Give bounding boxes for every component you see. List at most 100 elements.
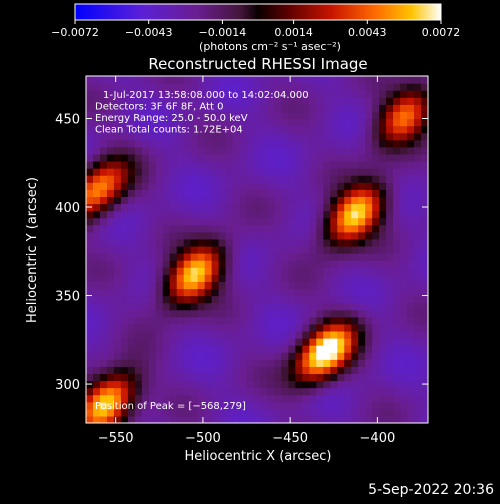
heatmap-cell (113, 210, 122, 219)
heatmap-cell (295, 394, 303, 403)
heatmap-cell (302, 182, 310, 190)
heatmap-cell (197, 146, 206, 155)
heatmap-cell (197, 231, 206, 240)
y-tick-label: 300 (55, 378, 80, 393)
heatmap-cell (281, 217, 290, 226)
heatmap-cell (162, 139, 171, 148)
heatmap-cell (344, 189, 352, 197)
heatmap-cell (253, 387, 262, 396)
heatmap-cell (190, 267, 199, 275)
heatmap-cell (183, 118, 192, 127)
heatmap-cell (281, 302, 290, 311)
heatmap-cell (253, 260, 262, 268)
heatmap-cell (414, 189, 422, 197)
heatmap-cell (190, 83, 199, 91)
heatmap-cell (92, 345, 101, 353)
heatmap-cell (99, 146, 108, 155)
heatmap-cell (155, 338, 164, 346)
heatmap-cell (295, 175, 303, 183)
heatmap-cell (169, 316, 178, 325)
heatmap-cell (274, 168, 283, 176)
heatmap-cell (407, 139, 415, 148)
heatmap-cell (414, 245, 422, 254)
heatmap-cell (134, 245, 143, 254)
heatmap-cell (183, 203, 192, 212)
heatmap-cell (337, 104, 345, 113)
heatmap-cell (204, 302, 213, 311)
heatmap-cell (246, 387, 255, 396)
heatmap-cell (309, 316, 317, 325)
heatmap-cell (316, 281, 324, 290)
heatmap-cell (274, 387, 283, 396)
heatmap-cell (239, 160, 248, 169)
heatmap-cell (351, 125, 359, 134)
heatmap-cell (407, 118, 415, 127)
heatmap-cell (267, 245, 276, 254)
heatmap-cell (379, 189, 387, 197)
colorbar-tick-label: −0.0072 (51, 26, 99, 39)
heatmap-cell (246, 189, 255, 197)
heatmap-cell (197, 387, 206, 396)
heatmap-cell (344, 267, 352, 275)
heatmap-cell (386, 76, 394, 84)
heatmap-cell (351, 203, 359, 212)
heatmap-cell (414, 210, 422, 219)
heatmap-cell (141, 380, 150, 389)
heatmap-cell (414, 146, 422, 155)
heatmap-cell (330, 168, 338, 176)
heatmap-cell (225, 267, 234, 275)
heatmap-cell (288, 401, 296, 410)
heatmap-cell (421, 210, 428, 219)
heatmap-cell (127, 359, 136, 367)
heatmap-cell (400, 373, 408, 382)
heatmap-cell (169, 196, 178, 205)
heatmap-cell (134, 267, 143, 275)
heatmap-cell (246, 309, 255, 318)
heatmap-cell (400, 139, 408, 148)
heatmap-cell (421, 160, 428, 169)
heatmap-cell (407, 160, 415, 169)
heatmap-cell (155, 111, 164, 120)
heatmap-cell (253, 359, 262, 367)
heatmap-cell (134, 168, 143, 176)
heatmap-cell (302, 394, 310, 403)
heatmap-cell (86, 260, 94, 268)
heatmap-cell (316, 408, 324, 417)
heatmap-cell (155, 160, 164, 169)
heatmap-cell (267, 224, 276, 233)
heatmap-cell (197, 139, 206, 148)
heatmap-cell (253, 288, 262, 297)
heatmap-cell (211, 104, 220, 113)
heatmap-cell (309, 338, 317, 346)
heatmap-cell (260, 387, 269, 396)
heatmap-cell (337, 380, 345, 389)
heatmap-cell (407, 210, 415, 219)
heatmap-cell (183, 338, 192, 346)
heatmap-cell (120, 189, 129, 197)
heatmap-cell (232, 309, 241, 318)
heatmap-cell (246, 401, 255, 410)
heatmap-cell (309, 224, 317, 233)
heatmap-cell (225, 274, 234, 282)
heatmap-cell (337, 245, 345, 254)
heatmap-cell (127, 281, 136, 290)
heatmap-cell (183, 366, 192, 375)
heatmap-cell (407, 394, 415, 403)
heatmap-cell (358, 295, 366, 304)
heatmap-cell (400, 125, 408, 134)
heatmap-cell (267, 203, 276, 212)
heatmap-cell (302, 97, 310, 105)
heatmap-cell (316, 345, 324, 353)
heatmap-cell (225, 373, 234, 382)
heatmap-cell (176, 217, 185, 226)
heatmap-cell (155, 330, 164, 339)
heatmap-cell (274, 373, 283, 382)
heatmap-cell (113, 330, 122, 339)
plot-frame (85, 75, 429, 424)
heatmap-cell (274, 330, 283, 339)
heatmap-cell (197, 210, 206, 219)
y-tick-label: 450 (55, 112, 80, 127)
heatmap-cell (246, 76, 255, 84)
heatmap-cell (190, 196, 199, 205)
heatmap-cell (99, 97, 108, 105)
